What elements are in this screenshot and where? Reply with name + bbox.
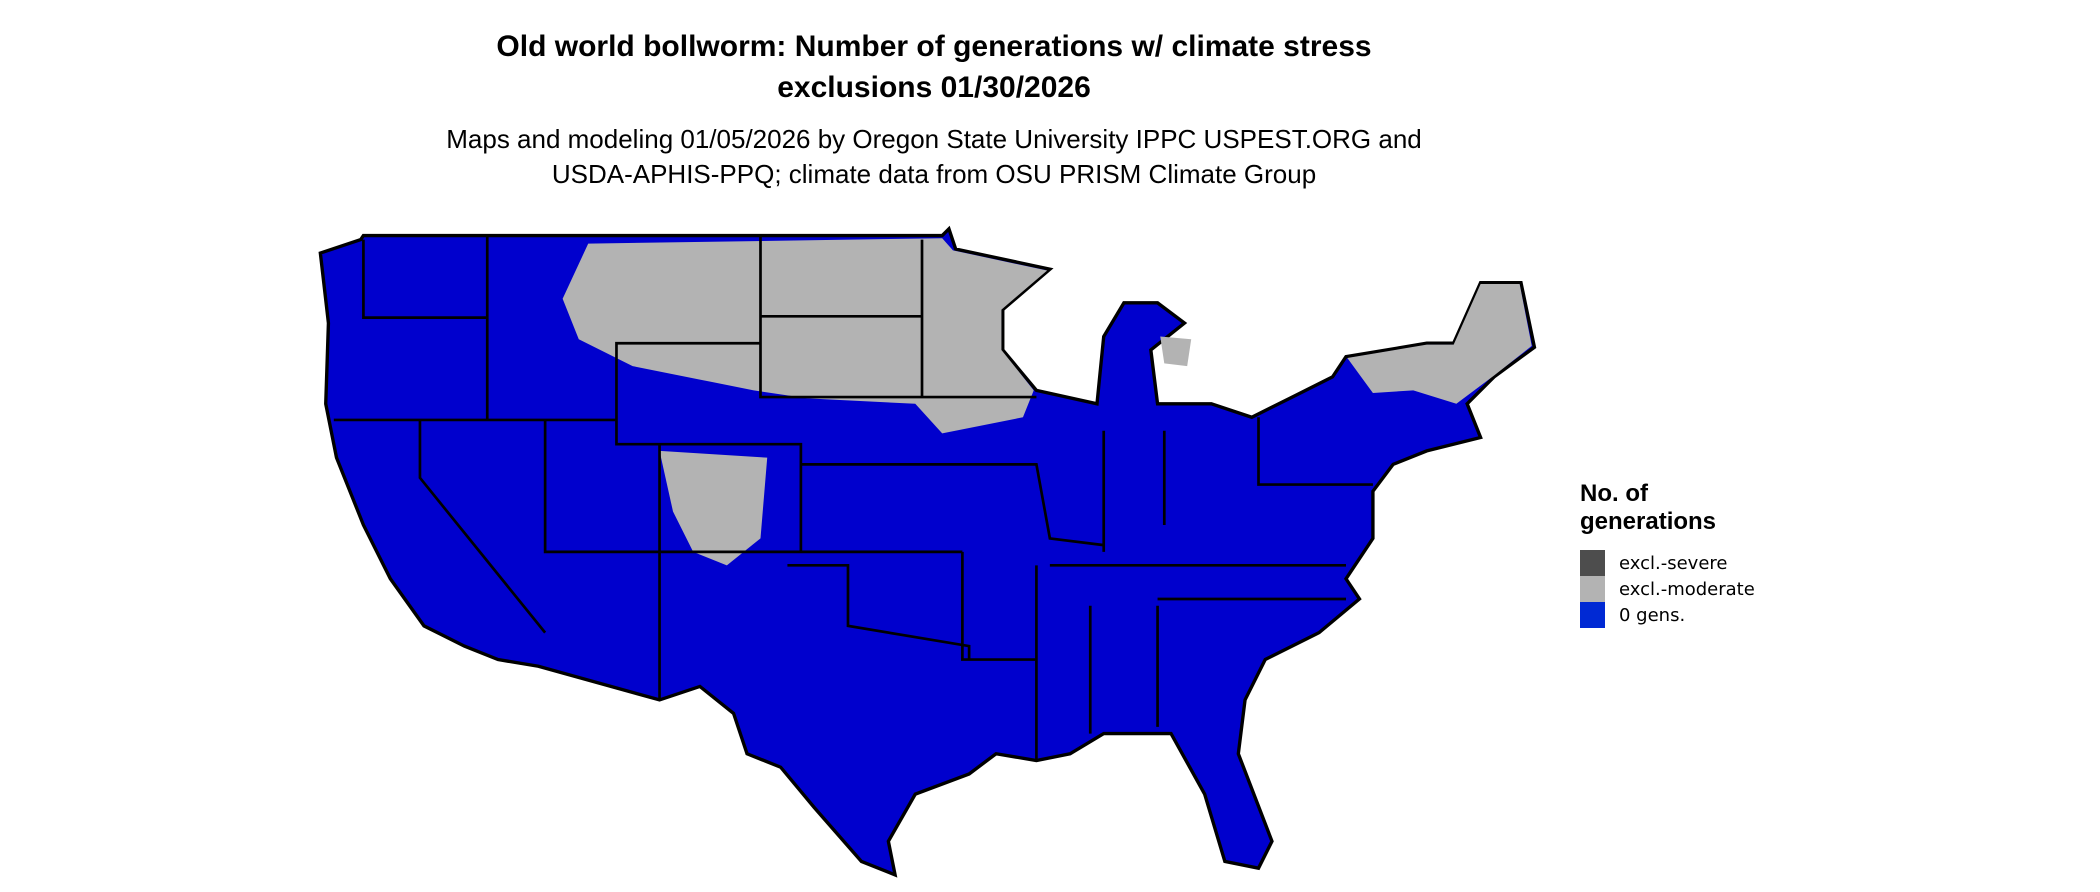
excl-moderate-northern-plains xyxy=(562,238,1048,434)
legend-label: 0 gens. xyxy=(1619,604,1686,626)
map-title: Old world bollworm: Number of generation… xyxy=(334,26,1534,108)
excl-moderate-northeast xyxy=(1347,284,1532,404)
title-line-1: Old world bollworm: Number of generation… xyxy=(496,30,1372,63)
legend-item-excl-moderate: excl.-moderate xyxy=(1580,576,1755,602)
legend: No. of generations excl.-severe excl.-mo… xyxy=(1580,480,1755,628)
excl-moderate-rockies xyxy=(659,450,768,566)
legend-swatch xyxy=(1580,576,1605,602)
title-line-2: exclusions 01/30/2026 xyxy=(777,71,1091,104)
legend-item-0-gens: 0 gens. xyxy=(1580,602,1755,628)
legend-label: excl.-severe xyxy=(1619,552,1728,574)
legend-swatch xyxy=(1580,602,1605,628)
legend-label: excl.-moderate xyxy=(1619,578,1755,600)
state-borders xyxy=(333,236,1373,761)
subtitle-line-2: USDA-APHIS-PPQ; climate data from OSU PR… xyxy=(551,159,1317,189)
legend-title: No. of generations xyxy=(1580,480,1755,536)
legend-swatch xyxy=(1580,550,1605,576)
legend-title-line-2: generations xyxy=(1580,508,1717,535)
legend-item-excl-severe: excl.-severe xyxy=(1580,550,1755,576)
map-subtitle: Maps and modeling 01/05/2026 by Oregon S… xyxy=(334,122,1534,192)
subtitle-line-1: Maps and modeling 01/05/2026 by Oregon S… xyxy=(446,124,1422,154)
excl-moderate-michigan xyxy=(1160,336,1192,367)
legend-title-line-1: No. of xyxy=(1580,480,1648,507)
